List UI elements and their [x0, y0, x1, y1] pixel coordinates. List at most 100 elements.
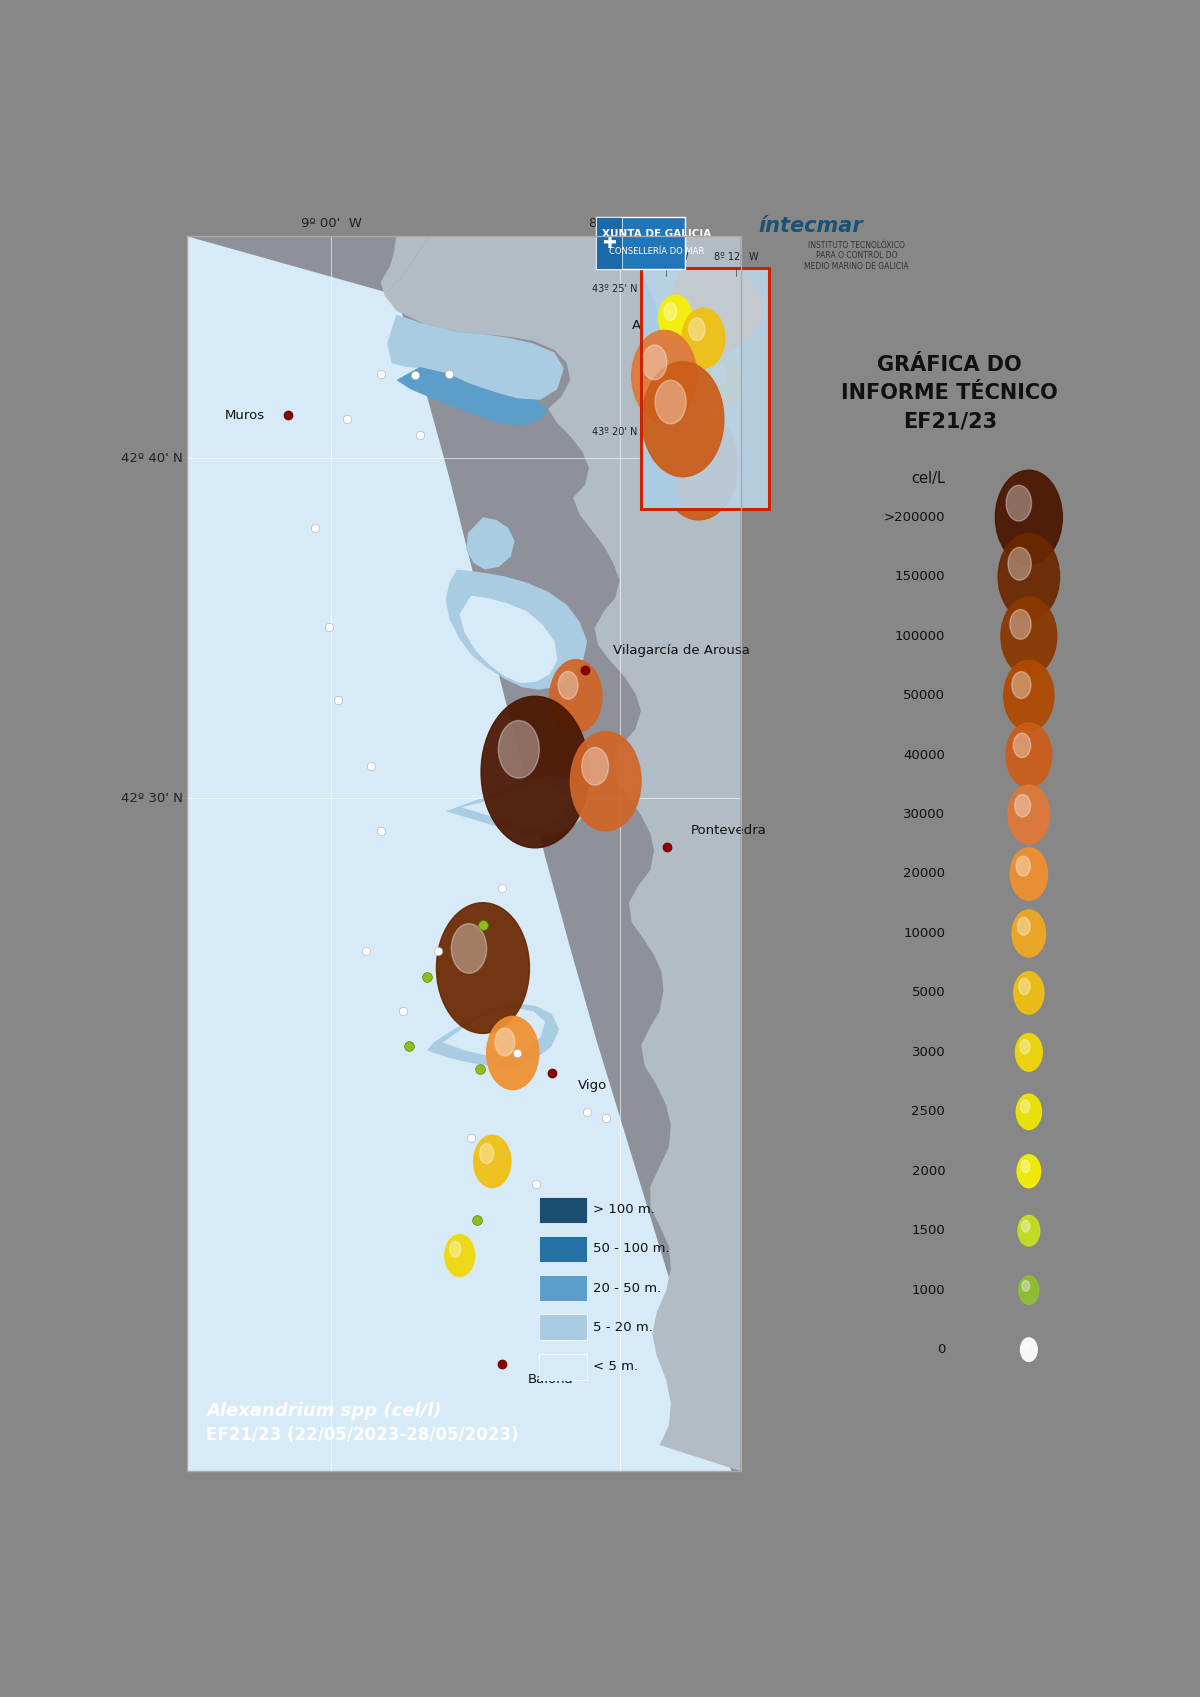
Circle shape [1016, 855, 1031, 876]
Polygon shape [443, 1008, 545, 1056]
Circle shape [1016, 1095, 1042, 1130]
Polygon shape [641, 268, 682, 509]
Text: 9º 00'  W: 9º 00' W [301, 217, 361, 229]
Bar [539, 1274, 587, 1302]
Circle shape [1008, 786, 1050, 843]
Circle shape [672, 428, 702, 470]
Polygon shape [187, 236, 522, 1471]
Text: íntecmar: íntecmar [758, 216, 863, 236]
Circle shape [1006, 485, 1032, 521]
Polygon shape [187, 236, 731, 1471]
Text: 42º 30' N: 42º 30' N [121, 792, 182, 804]
Circle shape [642, 344, 667, 380]
Circle shape [550, 660, 602, 733]
Text: 8º 50'  W: 8º 50' W [589, 217, 650, 229]
Circle shape [450, 1241, 461, 1257]
Circle shape [706, 356, 743, 409]
Text: 2000: 2000 [912, 1164, 946, 1178]
Circle shape [1021, 1220, 1030, 1232]
Text: GRÁFICA DO
INFORME TÉCNICO
EF21/23: GRÁFICA DO INFORME TÉCNICO EF21/23 [841, 355, 1058, 431]
Polygon shape [427, 1003, 559, 1066]
Text: 43º 25' N: 43º 25' N [592, 283, 637, 294]
Polygon shape [467, 518, 515, 570]
Circle shape [1020, 1337, 1037, 1361]
Circle shape [664, 302, 677, 321]
Text: 42º 40' N: 42º 40' N [121, 451, 182, 465]
Text: 20 - 50 m.: 20 - 50 m. [593, 1281, 661, 1295]
Polygon shape [445, 776, 587, 837]
Circle shape [1010, 848, 1048, 899]
Bar [641, 268, 769, 509]
Text: 5 - 20 m.: 5 - 20 m. [593, 1320, 653, 1334]
Circle shape [1008, 548, 1031, 580]
Circle shape [474, 1135, 511, 1188]
Bar [539, 1235, 587, 1263]
Text: 10000: 10000 [904, 927, 946, 940]
Circle shape [1018, 1154, 1040, 1188]
Circle shape [582, 747, 608, 786]
Polygon shape [187, 236, 616, 1471]
Bar [539, 1313, 587, 1341]
Text: Vilagarcía de Arousa: Vilagarcía de Arousa [613, 645, 750, 657]
Text: < 5 m.: < 5 m. [593, 1359, 638, 1373]
Circle shape [660, 411, 738, 519]
Circle shape [1018, 918, 1030, 935]
Circle shape [1021, 1161, 1030, 1173]
Text: XUNTA DE GALICIA: XUNTA DE GALICIA [602, 229, 712, 239]
Text: 5000: 5000 [912, 986, 946, 1000]
Text: 50 - 100 m.: 50 - 100 m. [593, 1242, 670, 1256]
Text: 2500: 2500 [912, 1105, 946, 1118]
Polygon shape [388, 314, 564, 400]
Polygon shape [187, 236, 688, 1471]
Text: >200000: >200000 [883, 511, 946, 524]
Circle shape [712, 365, 726, 385]
Text: INSTITUTO TECNOLÓXICO: INSTITUTO TECNOLÓXICO [809, 241, 905, 249]
Circle shape [451, 923, 487, 974]
Text: 20000: 20000 [904, 867, 946, 881]
Polygon shape [462, 784, 570, 826]
Circle shape [689, 317, 706, 341]
Circle shape [1015, 794, 1031, 816]
Polygon shape [460, 596, 557, 684]
Circle shape [655, 380, 686, 424]
Text: Ares: Ares [632, 319, 661, 331]
Bar [187, 236, 740, 1471]
Polygon shape [536, 1025, 580, 1073]
Polygon shape [380, 236, 430, 295]
Circle shape [1019, 1276, 1039, 1305]
Circle shape [1018, 1215, 1039, 1246]
Text: 8º 12'  W: 8º 12' W [714, 253, 758, 263]
Circle shape [1001, 597, 1057, 675]
Circle shape [1020, 1100, 1030, 1113]
Circle shape [682, 309, 725, 368]
Text: PARA O CONTROL DO: PARA O CONTROL DO [816, 251, 898, 260]
Circle shape [487, 1017, 539, 1089]
Text: 1500: 1500 [912, 1224, 946, 1237]
Polygon shape [445, 570, 587, 689]
Bar [539, 1196, 587, 1224]
Circle shape [437, 903, 529, 1033]
Text: MEDIO MARINO DE GALICIA: MEDIO MARINO DE GALICIA [804, 261, 910, 272]
Circle shape [642, 361, 724, 477]
Circle shape [1019, 979, 1030, 994]
Text: Alexandrium spp (cel/l): Alexandrium spp (cel/l) [206, 1402, 442, 1420]
Text: 43º 20' N: 43º 20' N [592, 428, 637, 438]
Text: cel/L: cel/L [911, 470, 946, 485]
Circle shape [995, 470, 1062, 565]
Circle shape [1015, 1033, 1043, 1071]
Polygon shape [668, 268, 764, 358]
Text: 3000: 3000 [912, 1045, 946, 1059]
Circle shape [1024, 1342, 1030, 1351]
Circle shape [631, 331, 697, 423]
Polygon shape [384, 236, 740, 1471]
Circle shape [694, 348, 704, 361]
Circle shape [1006, 723, 1051, 787]
Circle shape [1003, 660, 1054, 731]
Text: Pontevedra: Pontevedra [690, 825, 767, 837]
Circle shape [445, 1235, 474, 1276]
Text: > 100 m.: > 100 m. [593, 1203, 654, 1217]
Circle shape [498, 721, 539, 779]
Circle shape [1022, 1281, 1030, 1291]
Circle shape [494, 1028, 515, 1056]
Bar [596, 217, 685, 270]
